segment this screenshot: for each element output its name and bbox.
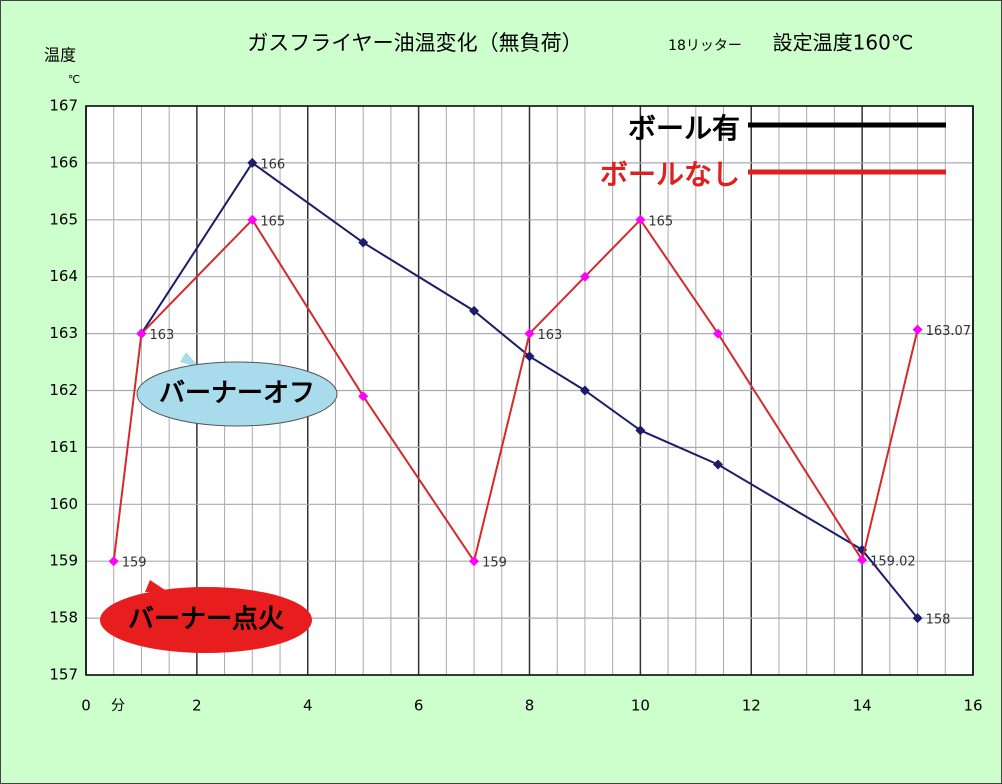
plot-border [85,105,974,676]
x-tick-label: 4 [303,697,313,715]
data-point [579,385,590,396]
data-point [136,328,147,339]
annotation: バーナーオフ [159,379,315,409]
callout [100,587,312,653]
data-label: 159 [482,556,507,571]
x-tick-label: 6 [414,697,424,715]
x-tick-label: 2 [192,697,202,715]
x-tick-label: 12 [742,697,761,715]
data-label: 166 [260,157,285,172]
data-point [469,305,480,316]
x-tick-label: 0 [81,697,91,715]
data-label: 165 [648,214,673,229]
x-tick-label: 16 [963,697,982,715]
legend-label: ボールなし [600,158,740,191]
callout-tail [180,352,200,368]
data-label: 158 [926,613,951,628]
data-label: 163.07 [926,324,972,339]
y-tick-label: 163 [49,324,78,342]
series-group: 166 158 159 163 165 159 163 165 159.02 163.07 [108,157,972,628]
data-label: 163 [149,328,174,343]
y-tick-label: 160 [49,495,78,513]
data-label: 165 [260,214,285,229]
x-tick-label: 8 [525,697,535,715]
x-tick-label: 10 [631,697,650,715]
chart-title: ガスフライヤー油温変化（無負荷） [247,31,582,55]
series-line [140,161,919,619]
y-tick-label: 167 [49,97,78,115]
annotation: バーナー点火 [128,604,284,635]
y-tick-label: 161 [49,438,78,456]
subtitle: 18リッター [668,38,742,54]
data-point [247,157,258,168]
data-label: 163 [538,328,563,343]
data-point [857,555,868,566]
data-point [358,391,369,402]
y-tick-label: 159 [49,552,78,570]
data-point [712,459,723,470]
data-point [247,214,258,225]
legend-label: ボール有 [628,112,740,145]
callout [136,361,338,427]
data-point [912,324,923,335]
x-label: 分 [111,698,125,714]
data-point [635,425,646,436]
callout-tail [145,580,168,592]
y-tick-label: 157 [49,666,78,684]
data-label: 159.02 [870,555,916,570]
data-point [524,351,535,362]
data-point [635,214,646,225]
data-point [469,556,480,567]
y-label: 温度 [44,46,76,65]
data-point [358,237,369,248]
data-point [912,613,923,624]
data-point [712,328,723,339]
y-tick-label: 164 [49,267,78,285]
y-tick-label: 162 [49,381,78,399]
data-label: 159 [122,556,147,571]
setting: 設定温度160℃ [773,31,914,55]
y-unit: ℃ [68,73,80,86]
data-point [108,556,119,567]
data-point [524,328,535,339]
data-point [579,271,590,282]
y-tick-label: 166 [49,153,78,171]
x-tick-label: 14 [853,697,872,715]
y-tick-label: 158 [49,609,78,627]
y-tick-label: 165 [49,210,78,228]
